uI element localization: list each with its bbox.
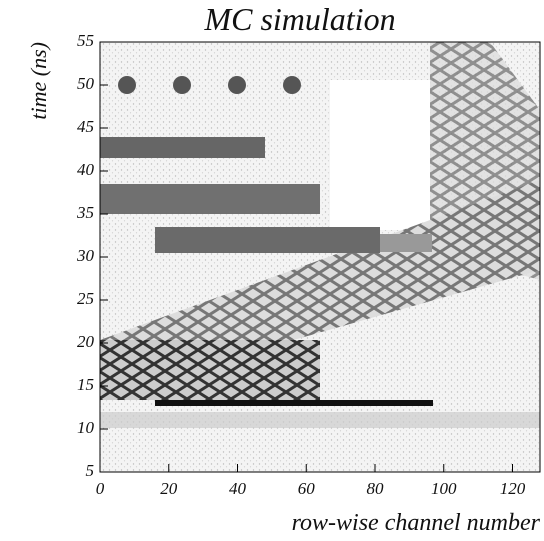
y-tick-label: 50 bbox=[77, 74, 95, 93]
x-axis-label: row-wise channel number bbox=[292, 510, 541, 536]
y-tick-label: 55 bbox=[77, 31, 94, 50]
x-tick-label: 0 bbox=[96, 479, 105, 498]
y-tick-label: 40 bbox=[77, 160, 95, 179]
x-tick-label: 40 bbox=[229, 479, 247, 498]
x-tick-label: 80 bbox=[367, 479, 385, 498]
x-tick-label: 100 bbox=[431, 479, 457, 498]
y-tick-label: 5 bbox=[86, 461, 95, 480]
x-tick-label: 60 bbox=[298, 479, 316, 498]
x-tick-label: 120 bbox=[500, 479, 526, 498]
x-tick-label: 20 bbox=[160, 479, 178, 498]
y-tick-label: 10 bbox=[77, 418, 95, 437]
y-tick-label: 25 bbox=[77, 289, 94, 308]
y-axis-label: time (ns) bbox=[26, 42, 51, 120]
y-tick-label: 45 bbox=[77, 117, 94, 136]
heatmap-image bbox=[100, 42, 540, 472]
y-tick-label: 15 bbox=[77, 375, 94, 394]
y-tick-label: 20 bbox=[77, 332, 95, 351]
y-tick-label: 35 bbox=[76, 203, 94, 222]
chart-title: MC simulation bbox=[203, 1, 395, 37]
y-tick-label: 30 bbox=[76, 246, 95, 265]
